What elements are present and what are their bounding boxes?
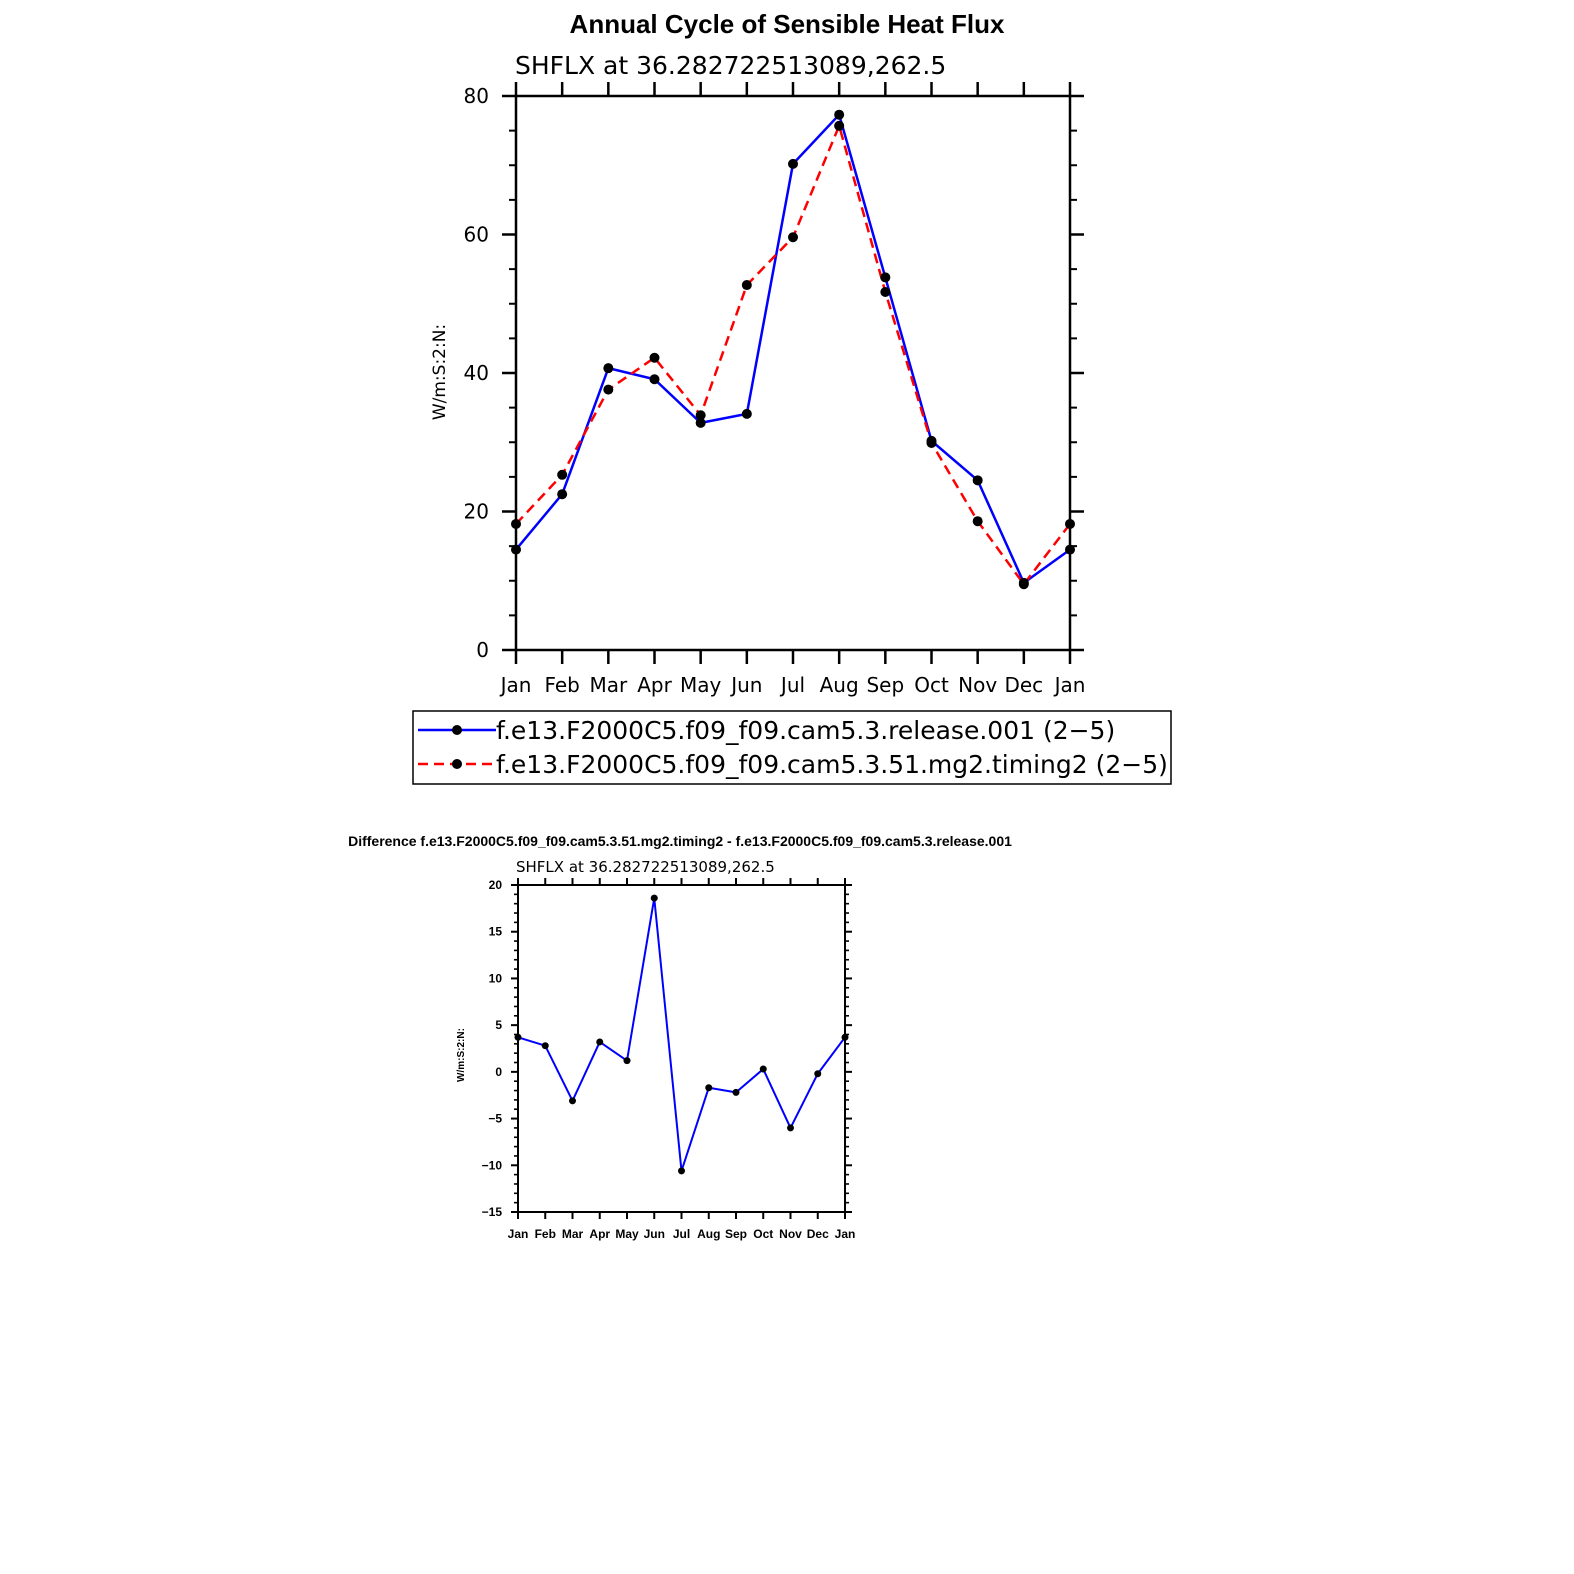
difference-chart-y-tick-label: 5 — [495, 1018, 502, 1032]
difference-chart-series-1-point — [650, 894, 658, 902]
difference-chart-x-tick-label: Aug — [697, 1227, 720, 1241]
main-chart-x-tick-label: Mar — [589, 673, 628, 697]
main-chart-x-tick-label: Jan — [1053, 673, 1086, 697]
main-chart-series-1-point — [695, 417, 706, 428]
difference-chart-series-1-point — [787, 1124, 794, 1132]
difference-chart-series-1-point — [623, 1057, 631, 1065]
main-chart-series-2-point — [788, 232, 798, 243]
difference-chart-x-tick-label: Jun — [644, 1227, 665, 1241]
legend-box — [412, 710, 1172, 785]
main-chart-series-2-point — [603, 384, 614, 395]
difference-chart-y-tick-label: 20 — [489, 878, 503, 892]
main-chart-series-2-point — [649, 352, 660, 363]
difference-chart-x-tick-label: Feb — [535, 1227, 556, 1241]
main-chart-x-tick-label: Aug — [820, 673, 859, 697]
legend-marker-series-2 — [452, 759, 462, 769]
difference-chart-series-1-point — [732, 1088, 740, 1096]
main-chart-series-2-point — [741, 280, 752, 291]
difference-chart-series-1-point — [596, 1038, 604, 1046]
main-chart-x-tick-label: Jan — [499, 673, 532, 697]
main-chart-series-2-point — [972, 516, 983, 527]
difference-chart-x-tick-label: Mar — [562, 1227, 584, 1241]
main-chart-x-tick-label: Jun — [729, 673, 762, 697]
main-chart-series-1-point — [741, 408, 752, 419]
main-chart-series-1-point — [1065, 544, 1075, 555]
main-chart-y-tick-label: 20 — [464, 500, 489, 524]
difference-chart-x-tick-label: Oct — [753, 1227, 773, 1241]
difference-chart-y-tick-label: −15 — [482, 1205, 503, 1219]
difference-chart-series-1-point — [678, 1167, 685, 1175]
legend-label-series-2: f.e13.F2000C5.f09_f09.cam5.3.51.mg2.timi… — [496, 750, 1168, 779]
difference-chart-x-tick-label: Dec — [807, 1227, 829, 1241]
main-chart-y-axis-label: W/m:S:2:N: — [430, 324, 450, 420]
difference-chart-series-1-point — [514, 1033, 522, 1041]
main-chart-x-tick-label: Oct — [914, 673, 949, 697]
main-chart-x-tick-label: Nov — [958, 673, 997, 697]
main-chart-x-tick-label: Feb — [544, 673, 579, 697]
main-chart-series-2-point — [926, 437, 937, 448]
main-chart-plot: Jan Feb Mar Apr May Jun Jul Aug Sep Oct Nov Dec Jan 0… — [464, 82, 1086, 697]
main-chart-y-tick-label: 0 — [476, 638, 489, 662]
main-chart-series-1-point — [557, 489, 568, 500]
difference-chart-y-axis-label: W/m:S:2:N: — [456, 1028, 467, 1082]
main-chart-series-2-point — [1018, 579, 1029, 590]
main-chart-x-tick-label: Jul — [779, 673, 805, 697]
main-chart-series-1-point — [972, 475, 983, 486]
difference-chart-x-tick-label: Apr — [589, 1227, 610, 1241]
difference-chart-subtitle: SHFLX at 36.282722513089,262.5 — [516, 858, 775, 876]
difference-chart-y-tick-label: −5 — [488, 1112, 502, 1126]
legend-marker-series-1 — [452, 725, 462, 735]
main-chart-series-2-point — [695, 410, 706, 421]
difference-chart-series-1-point — [759, 1065, 767, 1073]
main-chart-series-2-point — [1065, 518, 1075, 529]
difference-chart-x-tick-label: Jan — [835, 1227, 856, 1241]
difference-chart-y-tick-label: −10 — [482, 1158, 503, 1172]
main-chart-y-tick-label: 40 — [464, 361, 489, 385]
difference-chart-series-1-point — [841, 1033, 849, 1041]
main-chart-legend: f.e13.F2000C5.f09_f09.cam5.3.release.001… — [412, 710, 1172, 785]
main-chart-series-2-point — [880, 286, 891, 297]
main-chart-y-tick-label: 60 — [464, 223, 489, 247]
main-chart-series-2-point — [511, 518, 521, 529]
difference-chart-x-tick-label: Jul — [673, 1227, 690, 1241]
difference-chart-x-tick-label: May — [615, 1227, 639, 1241]
main-chart-y-tick-label: 80 — [464, 84, 489, 108]
main-chart-series-1-point — [603, 363, 614, 374]
difference-chart-series-1-point — [541, 1042, 549, 1050]
difference-chart-x-tick-label: Nov — [779, 1227, 802, 1241]
main-chart-series-2-point — [834, 120, 845, 131]
legend-label-series-1: f.e13.F2000C5.f09_f09.cam5.3.release.001… — [496, 716, 1115, 745]
difference-chart-plot: Jan Feb Mar Apr May Jun Jul Aug Sep Oct Nov Dec Jan−… — [482, 878, 856, 1241]
difference-chart-y-tick-label: 15 — [489, 925, 503, 939]
main-chart-subtitle: SHFLX at 36.282722513089,262.5 — [515, 51, 946, 80]
difference-chart-series-1-point — [814, 1070, 822, 1078]
main-chart-x-tick-label: May — [680, 673, 722, 697]
main-chart-series-1-point — [788, 158, 798, 169]
main-chart-x-tick-label: Apr — [637, 673, 672, 697]
difference-chart-x-tick-label: Sep — [725, 1227, 747, 1241]
main-chart-series-1-point — [511, 544, 521, 555]
main-chart-x-tick-label: Dec — [1004, 673, 1043, 697]
main-chart-x-tick-label: Sep — [866, 673, 904, 697]
main-chart-series-1-point — [649, 374, 660, 385]
difference-chart-series-1-point — [705, 1084, 713, 1092]
difference-chart-y-tick-label: 0 — [495, 1065, 502, 1079]
main-chart-series-2-point — [557, 469, 568, 480]
difference-chart-x-tick-label: Jan — [508, 1227, 529, 1241]
difference-chart-series-1-point — [569, 1097, 576, 1105]
difference-chart-y-tick-label: 10 — [489, 971, 503, 985]
main-chart-title: Annual Cycle of Sensible Heat Flux — [570, 9, 1005, 39]
difference-chart-title: Difference f.e13.F2000C5.f09_f09.cam5.3.… — [348, 833, 1012, 849]
main-chart-series-1-point — [880, 272, 891, 283]
main-chart-series-1-point — [834, 109, 845, 120]
